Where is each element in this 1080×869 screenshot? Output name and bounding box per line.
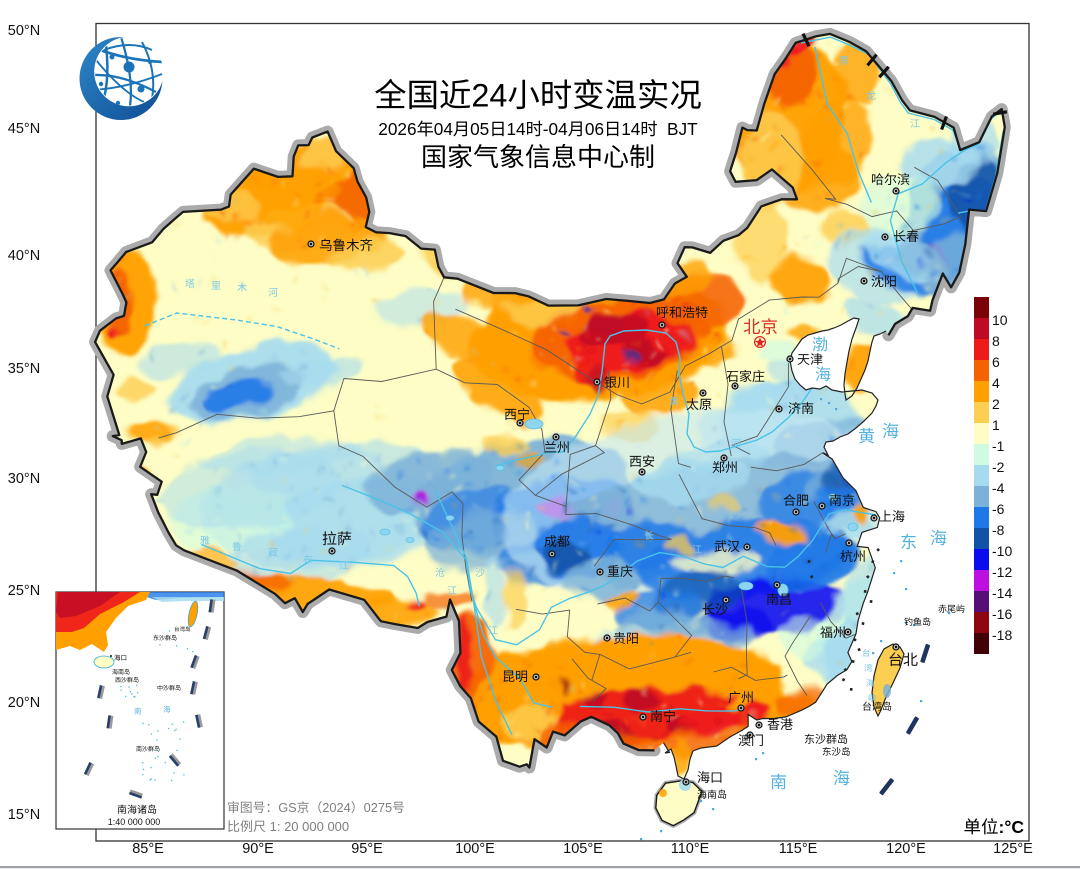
svg-text:20°N: 20°N: [8, 695, 40, 711]
svg-text:-04: -04: [543, 119, 568, 139]
svg-text:1:40 000 000: 1:40 000 000: [108, 817, 161, 827]
svg-text:-10: -10: [992, 543, 1012, 559]
svg-text:-14: -14: [992, 585, 1012, 601]
svg-text:15°N: 15°N: [8, 807, 40, 823]
svg-text:14: 14: [507, 119, 527, 139]
svg-text:-16: -16: [992, 606, 1012, 622]
svg-text:30°N: 30°N: [8, 471, 40, 487]
svg-text:05: 05: [470, 119, 489, 139]
svg-text:24: 24: [471, 78, 507, 114]
svg-text:-1: -1: [992, 438, 1005, 454]
svg-text:GS: GS: [278, 800, 297, 815]
svg-text:10: 10: [992, 312, 1008, 328]
svg-text:04: 04: [434, 119, 454, 139]
svg-text:2024: 2024: [322, 800, 350, 815]
svg-text:2: 2: [992, 396, 1000, 412]
svg-text:35°N: 35°N: [8, 361, 40, 377]
svg-text::°C: :°C: [999, 817, 1025, 837]
svg-text:BJT: BJT: [658, 119, 699, 139]
svg-text:-4: -4: [992, 480, 1005, 496]
svg-text:4: 4: [992, 375, 1000, 391]
svg-text:-6: -6: [992, 501, 1005, 517]
svg-text:2026: 2026: [378, 119, 416, 139]
svg-text:90°E: 90°E: [242, 841, 274, 857]
svg-text:-12: -12: [992, 564, 1012, 580]
svg-text:25°N: 25°N: [8, 583, 40, 599]
svg-text:-18: -18: [992, 627, 1012, 643]
svg-text:-8: -8: [992, 522, 1005, 538]
svg-text:120°E: 120°E: [886, 841, 926, 857]
svg-text:100°E: 100°E: [455, 841, 495, 857]
svg-text:95°E: 95°E: [351, 841, 383, 857]
svg-text:06: 06: [585, 119, 604, 139]
svg-text:85°E: 85°E: [132, 841, 164, 857]
svg-text:6: 6: [992, 354, 1000, 370]
svg-text:14: 14: [621, 119, 641, 139]
svg-text:-2: -2: [992, 459, 1005, 475]
svg-text:45°N: 45°N: [8, 121, 40, 137]
svg-text:110°E: 110°E: [671, 841, 710, 857]
svg-text:40°N: 40°N: [8, 248, 40, 264]
svg-text:1: 1: [992, 417, 1000, 433]
svg-text:115°E: 115°E: [779, 841, 818, 857]
svg-text:125°E: 125°E: [993, 841, 1033, 857]
svg-text:1: 20 000 000: 1: 20 000 000: [266, 819, 349, 834]
svg-text:50°N: 50°N: [8, 23, 40, 39]
svg-text:105°E: 105°E: [563, 841, 603, 857]
svg-text:0275: 0275: [364, 800, 392, 815]
svg-text:8: 8: [992, 333, 1000, 349]
